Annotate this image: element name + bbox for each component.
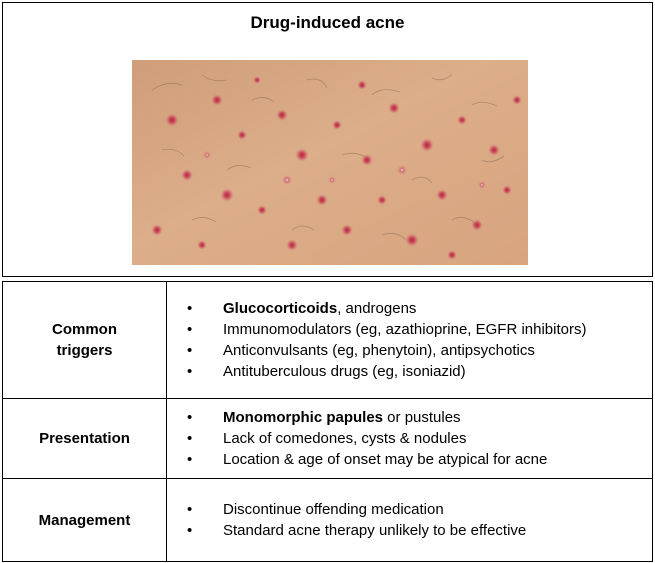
list-item: Standard acne therapy unlikely to be eff… bbox=[187, 520, 644, 541]
list-item: Lack of comedones, cysts & nodules bbox=[187, 428, 644, 449]
label-presentation: Presentation bbox=[2, 398, 167, 479]
bold-text: Monomorphic papules bbox=[223, 409, 384, 426]
bullet-list: Glucocorticoids, androgens Immunomodulat… bbox=[187, 298, 644, 382]
content-common-triggers: Glucocorticoids, androgens Immunomodulat… bbox=[166, 281, 653, 399]
list-item: Glucocorticoids, androgens bbox=[187, 298, 644, 319]
table-title: Drug-induced acne bbox=[250, 13, 405, 32]
bold-text: Glucocorticoids bbox=[223, 300, 338, 317]
row-presentation: Presentation Monomorphic papules or pust… bbox=[2, 398, 653, 479]
label-common-triggers: Common triggers bbox=[2, 281, 167, 399]
label-line-1: Management bbox=[38, 511, 131, 529]
bullet-list: Monomorphic papules or pustules Lack of … bbox=[187, 407, 644, 470]
image-row bbox=[2, 43, 653, 277]
label-line-1: Common bbox=[52, 321, 117, 338]
row-management: Management Discontinue offending medicat… bbox=[2, 478, 653, 562]
list-item: Antituberculous drugs (eg, isoniazid) bbox=[187, 361, 644, 382]
list-item: Anticonvulsants (eg, phenytoin), antipsy… bbox=[187, 340, 644, 361]
list-item: Immunomodulators (eg, azathioprine, EGFR… bbox=[187, 319, 644, 340]
item-text: Immunomodulators (eg, azathioprine, EGFR… bbox=[223, 321, 587, 338]
info-table: Common triggers Glucocorticoids, androge… bbox=[2, 281, 653, 562]
list-item: Location & age of onset may be atypical … bbox=[187, 449, 644, 470]
title-row: Drug-induced acne bbox=[2, 2, 653, 44]
skin-photo bbox=[132, 60, 528, 265]
item-text: Antituberculous drugs (eg, isoniazid) bbox=[223, 363, 466, 380]
bullet-list: Discontinue offending medication Standar… bbox=[187, 499, 644, 541]
item-text: Standard acne therapy unlikely to be eff… bbox=[223, 522, 527, 539]
row-common-triggers: Common triggers Glucocorticoids, androge… bbox=[2, 281, 653, 399]
list-item: Monomorphic papules or pustules bbox=[187, 407, 644, 428]
content-management: Discontinue offending medication Standar… bbox=[166, 478, 653, 562]
item-text: or pustules bbox=[383, 409, 461, 426]
content-presentation: Monomorphic papules or pustules Lack of … bbox=[166, 398, 653, 479]
list-item: Discontinue offending medication bbox=[187, 499, 644, 520]
label-line-2: triggers bbox=[56, 342, 113, 359]
item-text: Location & age of onset may be atypical … bbox=[223, 451, 548, 468]
item-text: Discontinue offending medication bbox=[223, 501, 444, 518]
item-text: , androgens bbox=[337, 300, 417, 317]
item-text: Lack of comedones, cysts & nodules bbox=[223, 430, 467, 447]
label-management: Management bbox=[2, 478, 167, 562]
item-text: Anticonvulsants (eg, phenytoin), antipsy… bbox=[223, 342, 535, 359]
label-line-1: Presentation bbox=[39, 430, 130, 447]
